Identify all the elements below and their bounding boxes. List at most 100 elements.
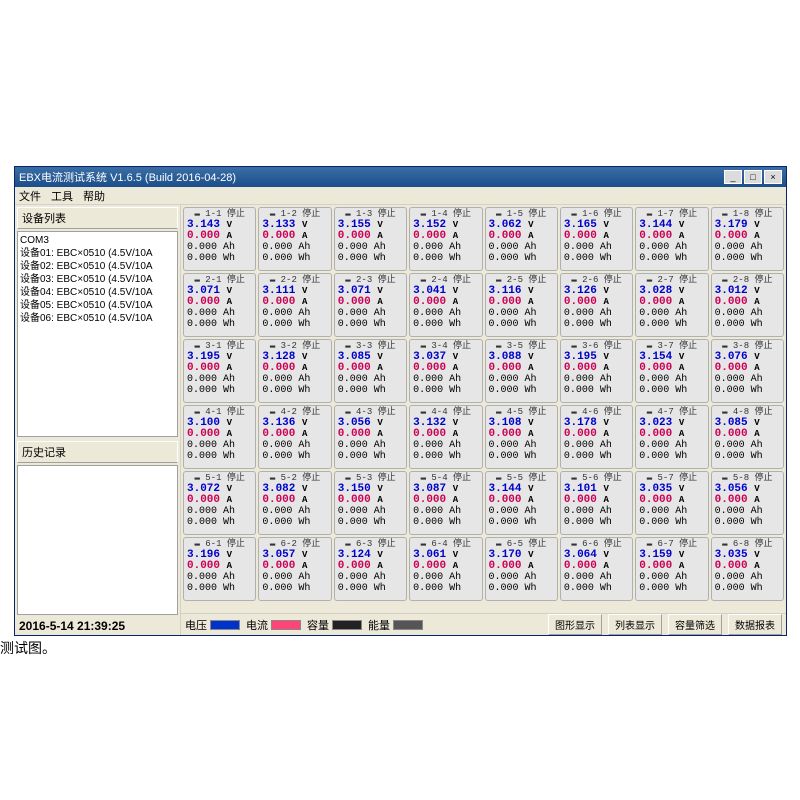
battery-cell[interactable]: ▬ 3-6 停止3.195 V0.000 A0.000 Ah0.000 Wh [560, 339, 633, 403]
history-panel[interactable] [17, 465, 178, 615]
cell-current: 0.000 A [639, 231, 704, 242]
cell-capacity: 0.000 Ah [639, 308, 704, 319]
cell-capacity: 0.000 Ah [413, 506, 478, 517]
cell-energy: 0.000 Wh [564, 253, 629, 264]
battery-cell[interactable]: ▬ 3-4 停止3.037 V0.000 A0.000 Ah0.000 Wh [409, 339, 482, 403]
battery-cell[interactable]: ▬ 1-6 停止3.165 V0.000 A0.000 Ah0.000 Wh [560, 207, 633, 271]
cell-capacity: 0.000 Ah [187, 374, 252, 385]
battery-cell[interactable]: ▬ 3-8 停止3.076 V0.000 A0.000 Ah0.000 Wh [711, 339, 784, 403]
battery-cell[interactable]: ▬ 5-6 停止3.101 V0.000 A0.000 Ah0.000 Wh [560, 471, 633, 535]
btn-list-view[interactable]: 列表显示 [608, 614, 662, 635]
cell-capacity: 0.000 Ah [413, 308, 478, 319]
cell-current: 0.000 A [338, 363, 403, 374]
device-row[interactable]: 设备03: EBC×0510 (4.5V/10A [20, 273, 175, 286]
battery-cell[interactable]: ▬ 6-4 停止3.061 V0.000 A0.000 Ah0.000 Wh [409, 537, 482, 601]
btn-capacity-filter[interactable]: 容量筛选 [668, 614, 722, 635]
battery-cell[interactable]: ▬ 2-7 停止3.028 V0.000 A0.000 Ah0.000 Wh [635, 273, 708, 337]
cell-current: 0.000 A [489, 561, 554, 572]
maximize-button[interactable]: □ [744, 170, 762, 184]
menu-file[interactable]: 文件 [19, 188, 41, 204]
battery-cell[interactable]: ▬ 6-2 停止3.057 V0.000 A0.000 Ah0.000 Wh [258, 537, 331, 601]
timestamp: 2016-5-14 21:39:25 [15, 617, 180, 635]
device-row[interactable]: 设备04: EBC×0510 (4.5V/10A [20, 286, 175, 299]
cell-current: 0.000 A [338, 297, 403, 308]
battery-cell[interactable]: ▬ 2-8 停止3.012 V0.000 A0.000 Ah0.000 Wh [711, 273, 784, 337]
battery-cell[interactable]: ▬ 3-3 停止3.085 V0.000 A0.000 Ah0.000 Wh [334, 339, 407, 403]
battery-cell[interactable]: ▬ 5-4 停止3.087 V0.000 A0.000 Ah0.000 Wh [409, 471, 482, 535]
battery-cell[interactable]: ▬ 1-1 停止3.143 V0.000 A0.000 Ah0.000 Wh [183, 207, 256, 271]
close-button[interactable]: × [764, 170, 782, 184]
battery-cell[interactable]: ▬ 2-3 停止3.071 V0.000 A0.000 Ah0.000 Wh [334, 273, 407, 337]
battery-cell[interactable]: ▬ 6-5 停止3.170 V0.000 A0.000 Ah0.000 Wh [485, 537, 558, 601]
btn-data-report[interactable]: 数据报表 [728, 614, 782, 635]
device-list-title: 设备列表 [17, 207, 178, 229]
battery-cell[interactable]: ▬ 4-1 停止3.100 V0.000 A0.000 Ah0.000 Wh [183, 405, 256, 469]
battery-cell[interactable]: ▬ 5-1 停止3.072 V0.000 A0.000 Ah0.000 Wh [183, 471, 256, 535]
battery-cell[interactable]: ▬ 4-3 停止3.056 V0.000 A0.000 Ah0.000 Wh [334, 405, 407, 469]
cell-capacity: 0.000 Ah [187, 242, 252, 253]
cell-capacity: 0.000 Ah [413, 572, 478, 583]
battery-cell[interactable]: ▬ 1-7 停止3.144 V0.000 A0.000 Ah0.000 Wh [635, 207, 708, 271]
cell-energy: 0.000 Wh [187, 385, 252, 396]
cell-energy: 0.000 Wh [413, 253, 478, 264]
cell-capacity: 0.000 Ah [489, 242, 554, 253]
battery-cell[interactable]: ▬ 5-5 停止3.144 V0.000 A0.000 Ah0.000 Wh [485, 471, 558, 535]
battery-cell[interactable]: ▬ 4-4 停止3.132 V0.000 A0.000 Ah0.000 Wh [409, 405, 482, 469]
com-port[interactable]: COM3 [20, 234, 175, 247]
titlebar[interactable]: EBX电流测试系统 V1.6.5 (Build 2016-04-28) _ □ … [15, 167, 786, 187]
cell-energy: 0.000 Wh [639, 385, 704, 396]
battery-cell[interactable]: ▬ 6-8 停止3.035 V0.000 A0.000 Ah0.000 Wh [711, 537, 784, 601]
battery-cell[interactable]: ▬ 6-6 停止3.064 V0.000 A0.000 Ah0.000 Wh [560, 537, 633, 601]
cell-current: 0.000 A [262, 231, 327, 242]
battery-cell[interactable]: ▬ 1-8 停止3.179 V0.000 A0.000 Ah0.000 Wh [711, 207, 784, 271]
battery-cell[interactable]: ▬ 2-4 停止3.041 V0.000 A0.000 Ah0.000 Wh [409, 273, 482, 337]
cell-energy: 0.000 Wh [489, 319, 554, 330]
menu-help[interactable]: 帮助 [83, 188, 105, 204]
battery-cell[interactable]: ▬ 3-5 停止3.088 V0.000 A0.000 Ah0.000 Wh [485, 339, 558, 403]
cell-capacity: 0.000 Ah [715, 506, 780, 517]
cell-energy: 0.000 Wh [489, 583, 554, 594]
battery-cell[interactable]: ▬ 5-8 停止3.056 V0.000 A0.000 Ah0.000 Wh [711, 471, 784, 535]
btn-chart-view[interactable]: 图形显示 [548, 614, 602, 635]
battery-cell[interactable]: ▬ 4-7 停止3.023 V0.000 A0.000 Ah0.000 Wh [635, 405, 708, 469]
battery-cell[interactable]: ▬ 3-7 停止3.154 V0.000 A0.000 Ah0.000 Wh [635, 339, 708, 403]
cell-current: 0.000 A [338, 231, 403, 242]
cell-energy: 0.000 Wh [413, 451, 478, 462]
device-row[interactable]: 设备05: EBC×0510 (4.5V/10A [20, 299, 175, 312]
cell-energy: 0.000 Wh [715, 253, 780, 264]
battery-cell[interactable]: ▬ 3-1 停止3.195 V0.000 A0.000 Ah0.000 Wh [183, 339, 256, 403]
device-row[interactable]: 设备02: EBC×0510 (4.5V/10A [20, 260, 175, 273]
battery-cell[interactable]: ▬ 6-1 停止3.196 V0.000 A0.000 Ah0.000 Wh [183, 537, 256, 601]
device-list[interactable]: COM3 设备01: EBC×0510 (4.5V/10A 设备02: EBC×… [17, 231, 178, 437]
minimize-button[interactable]: _ [724, 170, 742, 184]
device-row[interactable]: 设备06: EBC×0510 (4.5V/10A [20, 312, 175, 325]
battery-cell[interactable]: ▬ 2-5 停止3.116 V0.000 A0.000 Ah0.000 Wh [485, 273, 558, 337]
cell-capacity: 0.000 Ah [489, 572, 554, 583]
battery-cell[interactable]: ▬ 4-5 停止3.108 V0.000 A0.000 Ah0.000 Wh [485, 405, 558, 469]
cell-capacity: 0.000 Ah [187, 440, 252, 451]
cell-energy: 0.000 Wh [564, 319, 629, 330]
battery-cell[interactable]: ▬ 6-7 停止3.159 V0.000 A0.000 Ah0.000 Wh [635, 537, 708, 601]
battery-cell[interactable]: ▬ 1-3 停止3.155 V0.000 A0.000 Ah0.000 Wh [334, 207, 407, 271]
battery-cell[interactable]: ▬ 4-6 停止3.178 V0.000 A0.000 Ah0.000 Wh [560, 405, 633, 469]
cell-energy: 0.000 Wh [262, 583, 327, 594]
cell-energy: 0.000 Wh [715, 319, 780, 330]
cell-capacity: 0.000 Ah [564, 308, 629, 319]
cell-capacity: 0.000 Ah [639, 440, 704, 451]
device-row[interactable]: 设备01: EBC×0510 (4.5V/10A [20, 247, 175, 260]
battery-cell[interactable]: ▬ 2-6 停止3.126 V0.000 A0.000 Ah0.000 Wh [560, 273, 633, 337]
battery-cell[interactable]: ▬ 1-5 停止3.062 V0.000 A0.000 Ah0.000 Wh [485, 207, 558, 271]
battery-cell[interactable]: ▬ 5-3 停止3.150 V0.000 A0.000 Ah0.000 Wh [334, 471, 407, 535]
battery-cell[interactable]: ▬ 3-2 停止3.128 V0.000 A0.000 Ah0.000 Wh [258, 339, 331, 403]
cell-energy: 0.000 Wh [187, 319, 252, 330]
battery-cell[interactable]: ▬ 1-4 停止3.152 V0.000 A0.000 Ah0.000 Wh [409, 207, 482, 271]
battery-cell[interactable]: ▬ 4-2 停止3.136 V0.000 A0.000 Ah0.000 Wh [258, 405, 331, 469]
battery-cell[interactable]: ▬ 4-8 停止3.085 V0.000 A0.000 Ah0.000 Wh [711, 405, 784, 469]
battery-cell[interactable]: ▬ 5-2 停止3.082 V0.000 A0.000 Ah0.000 Wh [258, 471, 331, 535]
battery-cell[interactable]: ▬ 1-2 停止3.133 V0.000 A0.000 Ah0.000 Wh [258, 207, 331, 271]
battery-cell[interactable]: ▬ 2-2 停止3.111 V0.000 A0.000 Ah0.000 Wh [258, 273, 331, 337]
battery-cell[interactable]: ▬ 5-7 停止3.035 V0.000 A0.000 Ah0.000 Wh [635, 471, 708, 535]
battery-cell[interactable]: ▬ 6-3 停止3.124 V0.000 A0.000 Ah0.000 Wh [334, 537, 407, 601]
menu-tool[interactable]: 工具 [51, 188, 73, 204]
battery-cell[interactable]: ▬ 2-1 停止3.071 V0.000 A0.000 Ah0.000 Wh [183, 273, 256, 337]
